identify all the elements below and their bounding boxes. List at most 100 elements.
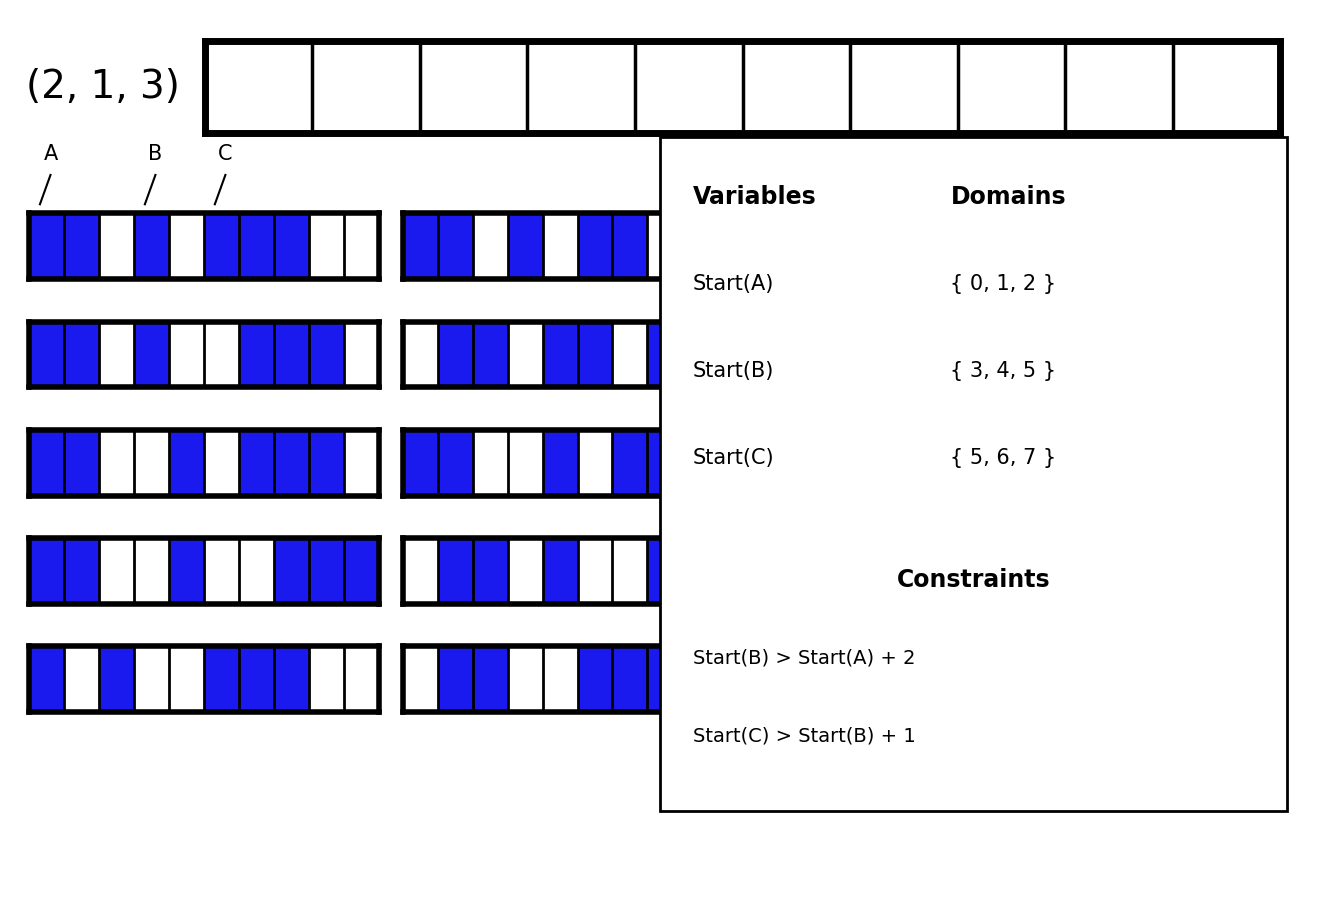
Bar bbox=[169, 430, 203, 496]
Bar bbox=[850, 41, 957, 133]
Bar bbox=[63, 322, 99, 387]
Bar bbox=[135, 646, 169, 712]
Bar bbox=[660, 137, 1287, 811]
Bar bbox=[29, 213, 65, 279]
Bar bbox=[135, 538, 169, 604]
Text: Start(A): Start(A) bbox=[693, 274, 775, 294]
Bar bbox=[438, 430, 473, 496]
Bar bbox=[507, 322, 543, 387]
Bar bbox=[239, 646, 275, 712]
Bar bbox=[309, 646, 343, 712]
Bar bbox=[203, 322, 239, 387]
Text: Start(B) > Start(A) + 2: Start(B) > Start(A) + 2 bbox=[693, 649, 916, 667]
Bar bbox=[473, 213, 507, 279]
Bar bbox=[578, 213, 612, 279]
Bar bbox=[99, 430, 135, 496]
Bar bbox=[648, 538, 682, 604]
Bar bbox=[343, 430, 379, 496]
Text: { 0, 1, 2 }: { 0, 1, 2 } bbox=[950, 274, 1056, 294]
Bar bbox=[343, 646, 379, 712]
Bar bbox=[99, 322, 135, 387]
Bar bbox=[135, 430, 169, 496]
Bar bbox=[473, 538, 507, 604]
Bar bbox=[507, 430, 543, 496]
Bar bbox=[403, 646, 437, 712]
Bar bbox=[543, 213, 578, 279]
Bar bbox=[682, 430, 718, 496]
Bar bbox=[682, 213, 718, 279]
Bar bbox=[1172, 41, 1280, 133]
Bar bbox=[543, 322, 578, 387]
Bar bbox=[403, 322, 437, 387]
Bar bbox=[275, 646, 309, 712]
Bar bbox=[648, 322, 682, 387]
Bar bbox=[403, 430, 437, 496]
Bar bbox=[309, 430, 343, 496]
Bar bbox=[239, 430, 275, 496]
Text: C: C bbox=[218, 144, 232, 164]
Bar bbox=[239, 213, 275, 279]
Bar bbox=[29, 646, 65, 712]
Bar bbox=[718, 322, 752, 387]
Bar bbox=[275, 538, 309, 604]
Bar bbox=[578, 538, 612, 604]
Text: { 5, 6, 7 }: { 5, 6, 7 } bbox=[950, 448, 1056, 468]
Bar bbox=[135, 322, 169, 387]
Bar bbox=[309, 322, 343, 387]
Bar bbox=[63, 213, 99, 279]
Bar bbox=[473, 322, 507, 387]
Bar bbox=[438, 538, 473, 604]
Bar bbox=[343, 213, 379, 279]
Bar bbox=[309, 538, 343, 604]
Bar bbox=[403, 213, 437, 279]
Text: Variables: Variables bbox=[693, 185, 817, 209]
Bar bbox=[543, 646, 578, 712]
Bar bbox=[29, 322, 65, 387]
Text: A: A bbox=[44, 144, 58, 164]
Bar bbox=[343, 322, 379, 387]
Bar bbox=[203, 430, 239, 496]
Bar bbox=[718, 538, 752, 604]
Text: (2, 1, 3): (2, 1, 3) bbox=[26, 68, 181, 106]
Bar bbox=[239, 322, 275, 387]
Bar bbox=[169, 646, 203, 712]
Bar bbox=[957, 41, 1065, 133]
Bar bbox=[612, 430, 648, 496]
Bar bbox=[29, 538, 65, 604]
Bar bbox=[635, 41, 742, 133]
Bar bbox=[203, 646, 239, 712]
Bar bbox=[578, 430, 612, 496]
Bar bbox=[169, 322, 203, 387]
Bar bbox=[507, 538, 543, 604]
Bar bbox=[718, 430, 752, 496]
Text: Start(B): Start(B) bbox=[693, 361, 775, 381]
Bar bbox=[63, 430, 99, 496]
Text: { 3, 4, 5 }: { 3, 4, 5 } bbox=[950, 361, 1056, 381]
Bar bbox=[205, 41, 312, 133]
Text: Domains: Domains bbox=[950, 185, 1067, 209]
Bar bbox=[99, 646, 135, 712]
Text: Start(C): Start(C) bbox=[693, 448, 775, 468]
Bar bbox=[29, 430, 65, 496]
Bar bbox=[543, 430, 578, 496]
Bar bbox=[438, 646, 473, 712]
Bar bbox=[682, 646, 718, 712]
Bar bbox=[313, 41, 420, 133]
Bar bbox=[718, 646, 752, 712]
Bar bbox=[578, 322, 612, 387]
Bar bbox=[682, 538, 718, 604]
Bar bbox=[343, 538, 379, 604]
Bar bbox=[612, 646, 648, 712]
Bar bbox=[612, 322, 648, 387]
Bar bbox=[203, 213, 239, 279]
Bar bbox=[718, 213, 752, 279]
Bar bbox=[473, 430, 507, 496]
Bar bbox=[169, 538, 203, 604]
Bar bbox=[648, 646, 682, 712]
Bar bbox=[612, 213, 648, 279]
Bar bbox=[239, 538, 275, 604]
Bar bbox=[420, 41, 527, 133]
Bar bbox=[648, 213, 682, 279]
Bar bbox=[275, 322, 309, 387]
Bar bbox=[99, 213, 135, 279]
